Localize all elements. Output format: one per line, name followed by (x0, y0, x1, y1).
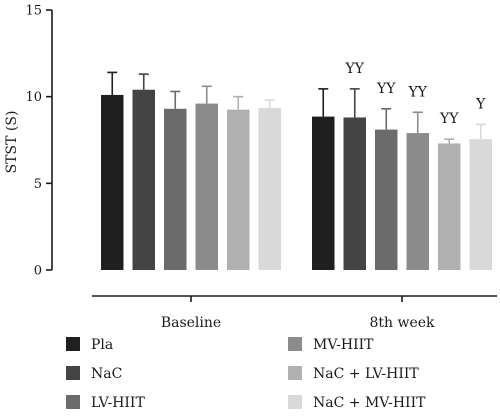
legend-swatch (288, 395, 302, 409)
bars (101, 71, 492, 271)
bar (132, 89, 155, 270)
legend-swatch (288, 366, 302, 380)
legend-item: NaC + LV-HIIT (288, 366, 419, 382)
y-tick-label: 5 (34, 177, 42, 192)
y-tick-label: 10 (25, 90, 42, 105)
bar (258, 107, 281, 270)
legend-swatch (66, 395, 80, 409)
legend-item: MV-HIIT (288, 337, 374, 353)
category-label: Baseline (161, 315, 221, 331)
legend-label: NaC + LV-HIIT (313, 366, 419, 382)
legend-label: NaC (91, 366, 122, 382)
bar (438, 143, 461, 270)
bar (101, 94, 124, 270)
axes: 0 5 10 15 STST (S) Baseline 8th week (4, 4, 497, 331)
y-axis-title: STST (S) (4, 111, 20, 174)
y-tick-label: 0 (34, 264, 42, 279)
legend-swatch (66, 366, 80, 380)
legend-swatch (288, 337, 302, 351)
bar (375, 129, 398, 270)
category-label: 8th week (369, 315, 435, 331)
legend-label: MV-HIIT (313, 337, 374, 353)
y-tick-label: 15 (25, 4, 42, 19)
legend-label: LV-HIIT (91, 395, 145, 411)
bar (312, 116, 335, 270)
significance-label: Y (475, 96, 486, 112)
legend-item: NaC (66, 366, 122, 382)
legend: Pla NaC LV-HIIT MV-HIIT NaC + LV-HIIT NaC + M… (66, 337, 426, 411)
legend-item: Pla (66, 337, 113, 353)
legend-label: Pla (91, 337, 113, 353)
legend-item: NaC + MV-HIIT (288, 395, 426, 411)
significance-label: YY (376, 81, 396, 97)
significance-label: YY (439, 111, 459, 127)
significance-label: YY (345, 61, 365, 77)
significance-label: YY (408, 84, 428, 100)
bar (195, 103, 218, 270)
bar (164, 108, 187, 270)
bar (227, 109, 250, 271)
bar (469, 139, 492, 270)
bar (343, 117, 366, 270)
legend-item: LV-HIIT (66, 395, 145, 411)
legend-swatch (66, 337, 80, 351)
bar (406, 133, 429, 270)
legend-label: NaC + MV-HIIT (313, 395, 426, 411)
